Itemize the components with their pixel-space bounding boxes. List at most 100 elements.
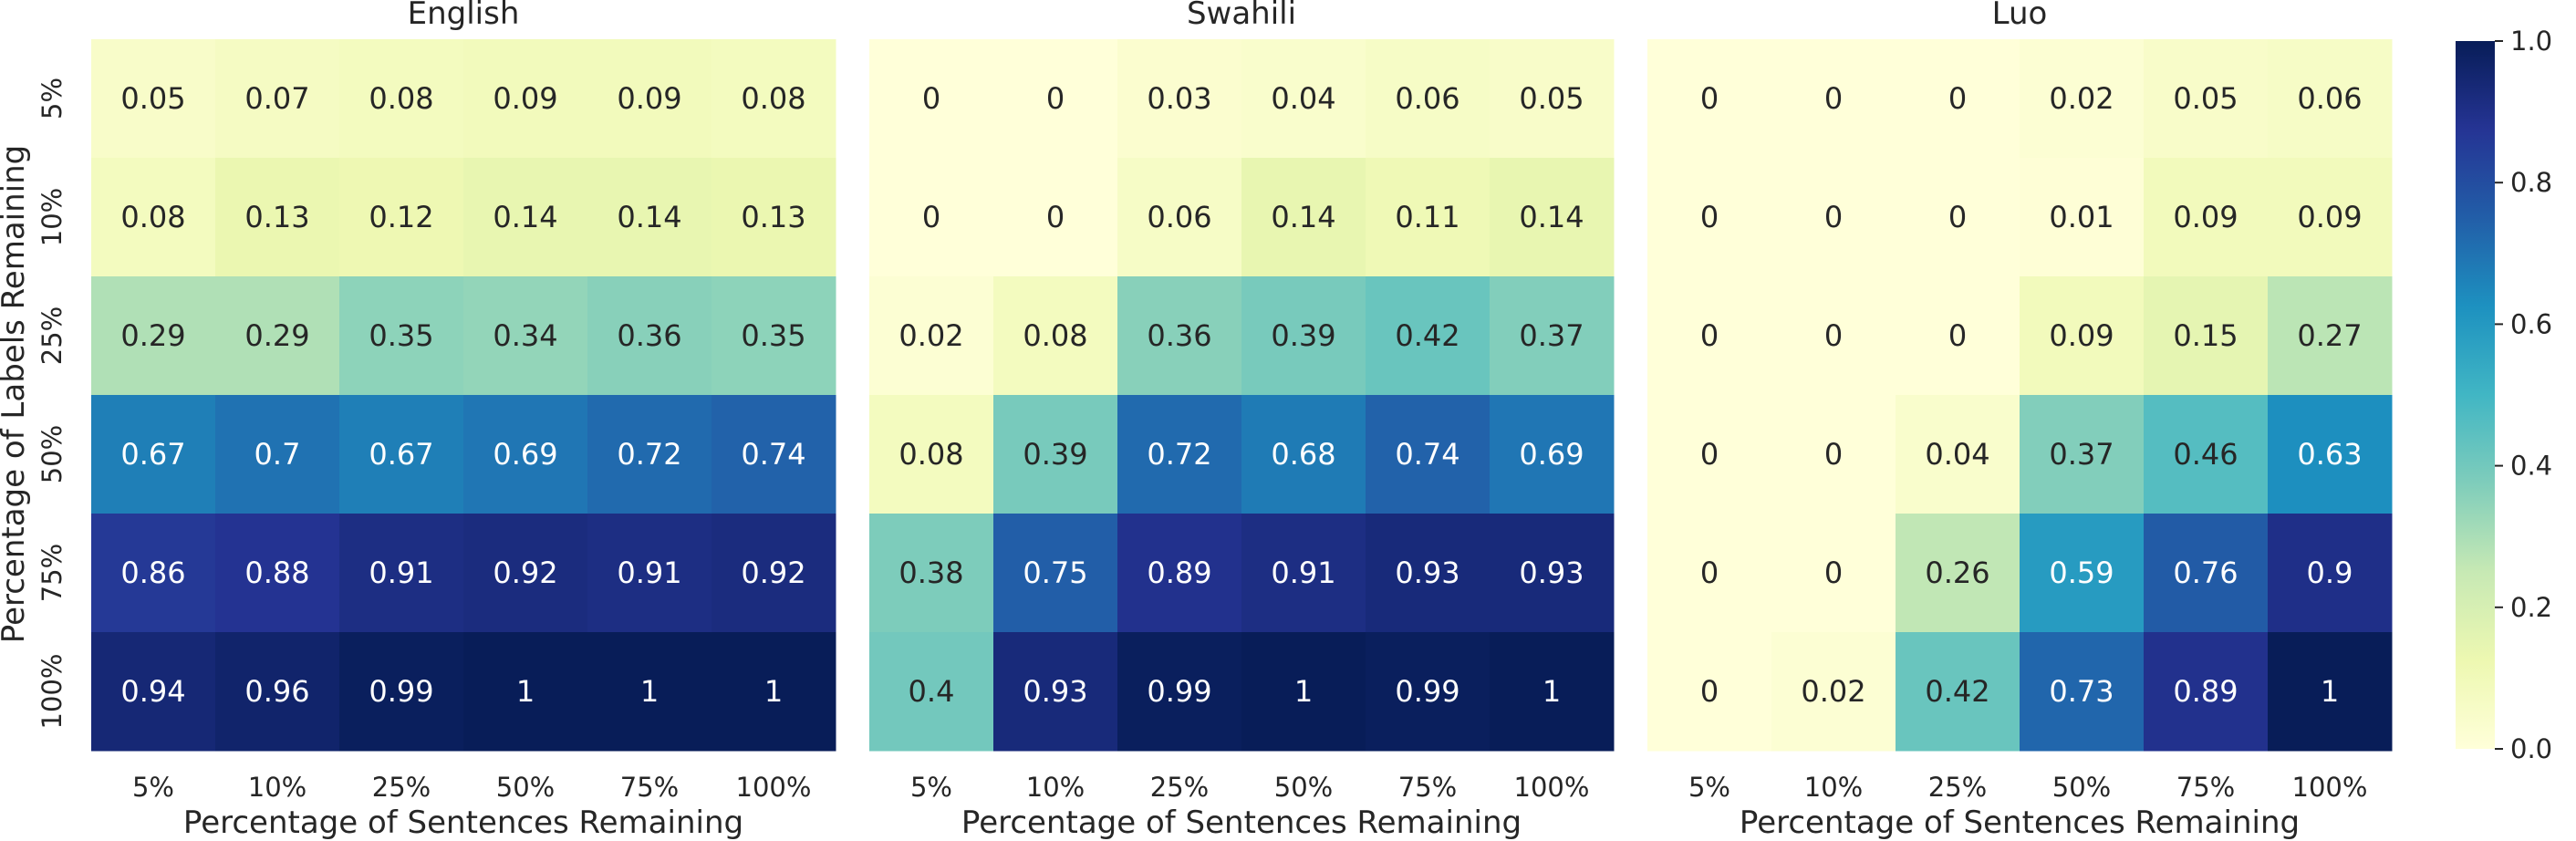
- heatmap-cell: [1241, 514, 1366, 633]
- x-tick-label: 50%: [2052, 772, 2111, 803]
- cell-value-label: 0: [1948, 200, 1967, 234]
- cell-value-label: 0.93: [1395, 555, 1459, 590]
- cell-value-label: 0: [1824, 555, 1843, 590]
- heatmap-cell: [1896, 158, 2020, 277]
- cell-value-label: 0.96: [244, 674, 309, 709]
- cell-value-label: 0.88: [244, 555, 309, 590]
- heatmap-cell: [1117, 276, 1242, 396]
- x-tick-label: 5%: [132, 772, 174, 803]
- heatmap-cell: [2268, 395, 2393, 514]
- heatmap-cell: [463, 395, 588, 514]
- heatmap-cell: [712, 39, 836, 159]
- cell-value-label: 1: [516, 674, 535, 709]
- y-tick-label: 100%: [36, 654, 68, 730]
- panel-title: Swahili: [1187, 0, 1296, 32]
- heatmap-cell: [1241, 276, 1366, 396]
- heatmap-cell: [2144, 158, 2269, 277]
- colorbar-gradient: [2456, 41, 2495, 749]
- heatmap-cell: [1241, 395, 1366, 514]
- heatmap-cell: [1366, 514, 1491, 633]
- cell-value-label: 0.02: [2049, 81, 2114, 116]
- heatmap-cell: [2144, 632, 2269, 752]
- cell-value-label: 0.35: [369, 318, 433, 353]
- heatmap-panel: Luo 0 0 0 0.02 0.05 0.06 0 0 0 0.01 0.09 0.09 0 0 0 0.09…: [1647, 0, 2393, 841]
- cell-value-label: 0.72: [617, 437, 681, 472]
- cell-value-label: 0.08: [369, 81, 433, 116]
- cell-value-label: 0.89: [1147, 555, 1211, 590]
- heatmap-cell: [1241, 632, 1366, 752]
- cell-value-label: 0.05: [1519, 81, 1584, 116]
- heatmap-cell: [869, 514, 994, 633]
- cell-value-label: 0.59: [2049, 555, 2114, 590]
- cell-value-label: 0.13: [741, 200, 805, 234]
- heatmap-cell: [339, 395, 464, 514]
- cell-value-label: 0.14: [1519, 200, 1584, 234]
- cell-value-label: 0.13: [244, 200, 309, 234]
- cell-value-label: 0: [922, 81, 940, 116]
- cell-value-label: 0.37: [1519, 318, 1584, 353]
- heatmap-cell: [1117, 39, 1242, 159]
- heatmap-cell: [1647, 514, 1772, 633]
- heatmap-cell: [339, 39, 464, 159]
- cell-value-label: 0.09: [2173, 200, 2238, 234]
- cell-value-label: 1: [1542, 674, 1561, 709]
- heatmap-cell: [993, 276, 1118, 396]
- cell-value-label: 0.04: [1925, 437, 1989, 472]
- cell-value-label: 0: [1948, 318, 1967, 353]
- cell-value-label: 0.05: [2173, 81, 2238, 116]
- cell-value-label: 0.99: [1395, 674, 1459, 709]
- heatmap-cell: [463, 632, 588, 752]
- heatmap-cell: [2020, 39, 2145, 159]
- heatmap-cell: [2144, 514, 2269, 633]
- cell-value-label: 0.91: [1271, 555, 1335, 590]
- heatmap-cell: [869, 158, 994, 277]
- x-tick-label: 25%: [1928, 772, 1987, 803]
- x-tick-label: 5%: [1688, 772, 1730, 803]
- heatmap-cell: [1896, 39, 2020, 159]
- heatmap-cell: [1366, 276, 1491, 396]
- heatmap-cell: [712, 158, 836, 277]
- cell-value-label: 0: [1046, 200, 1065, 234]
- heatmap-cell: [2268, 39, 2393, 159]
- heatmap-cell: [712, 395, 836, 514]
- cell-value-label: 0: [1700, 318, 1719, 353]
- panel-title: Luo: [1992, 0, 2048, 32]
- heatmap-cell: [993, 395, 1118, 514]
- cell-value-label: 0.89: [2173, 674, 2238, 709]
- heatmap-cell: [712, 514, 836, 633]
- y-tick-label: 5%: [36, 78, 68, 119]
- cell-value-label: 0.73: [2049, 674, 2114, 709]
- cell-value-label: 0.39: [1023, 437, 1087, 472]
- cell-value-label: 0.69: [493, 437, 557, 472]
- heatmap-cell: [2020, 395, 2145, 514]
- cell-value-label: 0.86: [120, 555, 185, 590]
- cell-value-label: 0.01: [2049, 200, 2114, 234]
- y-axis-label: Percentage of Labels Remaining: [0, 145, 32, 643]
- colorbar-tick-label: 0.6: [2510, 308, 2552, 339]
- heatmap-cell: [993, 39, 1118, 159]
- cell-value-label: 0.08: [1023, 318, 1087, 353]
- heatmap-cell: [463, 276, 588, 396]
- heatmap-cell: [1647, 395, 1772, 514]
- heatmap-cell: [1896, 276, 2020, 396]
- heatmap-cell: [91, 395, 216, 514]
- cell-value-label: 0.36: [617, 318, 681, 353]
- cell-value-label: 0.74: [741, 437, 805, 472]
- heatmap-cell: [2268, 276, 2393, 396]
- cell-value-label: 0.11: [1395, 200, 1459, 234]
- cell-value-label: 0: [1824, 81, 1843, 116]
- x-tick-label: 10%: [1804, 772, 1863, 803]
- heatmap-cell: [993, 514, 1118, 633]
- heatmap-cell: [869, 395, 994, 514]
- y-tick-label: 75%: [36, 544, 68, 602]
- heatmap-cell: [1490, 632, 1615, 752]
- cell-value-label: 0.99: [1147, 674, 1211, 709]
- cell-value-label: 0.74: [1395, 437, 1459, 472]
- heatmap-cell: [2268, 158, 2393, 277]
- cell-value-label: 0.92: [493, 555, 557, 590]
- heatmap-cell: [91, 514, 216, 633]
- x-axis-label: Percentage of Sentences Remaining: [1740, 805, 2300, 841]
- heatmap-cell: [1490, 39, 1615, 159]
- heatmap-cell: [91, 632, 216, 752]
- heatmap-cell: [463, 158, 588, 277]
